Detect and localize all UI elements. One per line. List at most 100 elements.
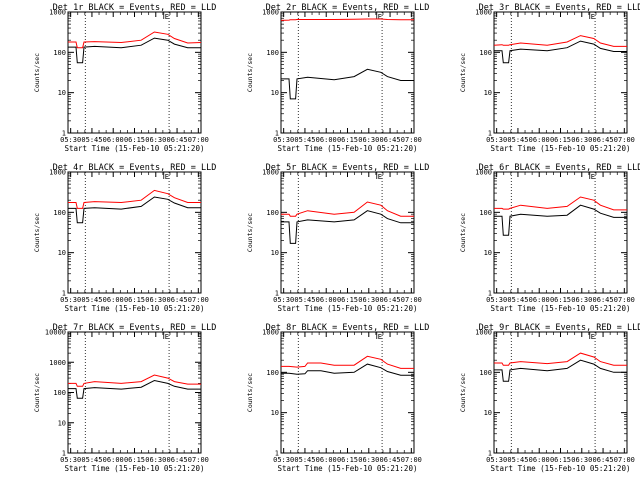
series-line-lld	[68, 374, 201, 387]
chart-panel-3: Det 3r BLACK = Events, RED = LLD 1 10 100 10…	[459, 3, 640, 153]
x-axis-label: Start Time (15-Feb-10 05:21:20)	[278, 144, 418, 153]
series-line-lld	[280, 18, 414, 21]
x-tick-label: 06:45	[593, 296, 614, 304]
y-tick-label: 1	[275, 290, 279, 298]
y-tick-label: 1	[488, 130, 492, 138]
x-tick-label: 05:30	[486, 456, 507, 464]
x-tick-label: 06:30	[358, 296, 379, 304]
plot-frame	[280, 11, 415, 134]
x-tick-label: 06:45	[167, 456, 188, 464]
x-tick-label: 06:30	[571, 296, 592, 304]
x-tick-label: 05:45	[507, 456, 528, 464]
x-tick-label: 06:15	[124, 296, 145, 304]
y-tick-label: 10	[484, 409, 492, 417]
y-axis-label: Counts/sec	[459, 373, 467, 412]
series-line-events	[281, 210, 414, 244]
x-axis-label: Start Time (15-Feb-10 05:21:20)	[65, 464, 205, 473]
x-tick-label: 06:45	[380, 296, 401, 304]
y-tick-label: 1000	[475, 329, 492, 337]
y-tick-label: 1000	[262, 329, 279, 337]
series-line-lld	[494, 196, 627, 211]
chart-panel-1: Det 1r BLACK = Events, RED = LLD 1 10 100 10…	[33, 3, 216, 153]
plot-frame	[67, 11, 202, 134]
x-tick-label: 05:30	[273, 136, 294, 144]
chart-title: Det 3r BLACK = Events, RED = LLD	[479, 3, 640, 13]
event-marker-label: E	[378, 173, 382, 181]
series-line-lld	[281, 201, 414, 217]
series-line-lld	[493, 35, 627, 47]
x-axis-label: Start Time (15-Feb-10 05:21:20)	[491, 464, 631, 473]
event-marker-label: E	[165, 13, 169, 21]
chart-title: Det 9r BLACK = Events, RED = LLD	[479, 323, 640, 333]
chart-panel-5: Det 5r BLACK = Events, RED = LLD 1 10 100 10…	[246, 163, 429, 313]
x-tick-label: 06:15	[337, 296, 358, 304]
y-tick-label: 100	[266, 209, 279, 217]
plot-frame	[280, 331, 415, 454]
x-tick-label: 07:00	[614, 136, 635, 144]
x-tick-label: 06:30	[145, 456, 166, 464]
x-tick-label: 06:30	[145, 136, 166, 144]
x-axis-label: Start Time (15-Feb-10 05:21:20)	[278, 464, 418, 473]
x-tick-label: 07:00	[188, 136, 209, 144]
y-tick-label: 1	[62, 130, 66, 138]
x-tick-label: 06:15	[550, 456, 571, 464]
x-tick-label: 06:00	[316, 136, 337, 144]
x-tick-label: 06:15	[550, 296, 571, 304]
x-tick-label: 07:00	[614, 296, 635, 304]
x-tick-label: 05:45	[81, 136, 102, 144]
x-tick-label: 06:45	[167, 296, 188, 304]
x-tick-label: 06:00	[316, 296, 337, 304]
series-line-lld	[68, 31, 202, 49]
y-tick-label: 100	[479, 209, 492, 217]
y-tick-label: 1	[62, 450, 66, 458]
y-tick-label: 1000	[49, 169, 66, 177]
series-line-lld	[494, 352, 627, 366]
series-line-events	[281, 68, 414, 100]
x-axis-label: Start Time (15-Feb-10 05:21:20)	[491, 144, 631, 153]
chart-title: Det 7r BLACK = Events, RED = LLD	[53, 323, 217, 333]
y-tick-label: 1000	[49, 9, 66, 17]
x-axis-label: Start Time (15-Feb-10 05:21:20)	[278, 304, 418, 313]
y-tick-label: 10	[58, 89, 66, 97]
y-tick-label: 1000	[475, 9, 492, 17]
plot-frame	[493, 171, 628, 294]
chart-title: Det 2r BLACK = Events, RED = LLD	[266, 3, 430, 13]
chart-panel-2: Det 2r BLACK = Events, RED = LLD 1 10 100 10…	[246, 3, 429, 153]
x-tick-label: 05:45	[294, 456, 315, 464]
x-tick-label: 05:30	[273, 296, 294, 304]
x-tick-label: 05:45	[294, 136, 315, 144]
y-tick-label: 100	[53, 209, 66, 217]
x-tick-label: 06:30	[145, 296, 166, 304]
x-axis-label: Start Time (15-Feb-10 05:21:20)	[65, 304, 205, 313]
x-tick-label: 06:00	[529, 296, 550, 304]
plot-frame	[493, 331, 628, 454]
x-tick-label: 05:30	[60, 456, 81, 464]
y-tick-label: 10	[271, 409, 279, 417]
y-axis-label: Counts/sec	[33, 53, 41, 92]
series-line-lld	[68, 189, 201, 209]
chart-title: Det 1r BLACK = Events, RED = LLD	[53, 3, 217, 13]
y-tick-label: 10	[484, 249, 492, 257]
x-tick-label: 06:00	[103, 456, 124, 464]
event-marker-label: E	[165, 333, 169, 341]
x-tick-label: 06:00	[529, 456, 550, 464]
y-tick-label: 1	[62, 290, 66, 298]
x-tick-label: 06:45	[593, 456, 614, 464]
plot-frame	[67, 331, 202, 454]
x-tick-label: 07:00	[401, 296, 422, 304]
plot-frame	[67, 171, 202, 294]
series-line-events	[68, 379, 201, 399]
chart-panel-9: Det 9r BLACK = Events, RED = LLD 1 10 100 10…	[459, 323, 640, 473]
x-tick-label: 06:15	[337, 136, 358, 144]
x-tick-label: 05:30	[60, 296, 81, 304]
x-tick-label: 06:15	[124, 456, 145, 464]
y-tick-label: 1	[275, 450, 279, 458]
y-tick-label: 100	[266, 369, 279, 377]
chart-panel-4: Det 4r BLACK = Events, RED = LLD 1 10 100 10…	[33, 163, 216, 313]
y-axis-label: Counts/sec	[459, 213, 467, 252]
x-tick-label: 07:00	[614, 456, 635, 464]
x-tick-label: 05:30	[273, 456, 294, 464]
x-axis-label: Start Time (15-Feb-10 05:21:20)	[491, 304, 631, 313]
y-tick-label: 10	[271, 249, 279, 257]
x-tick-label: 06:15	[550, 136, 571, 144]
